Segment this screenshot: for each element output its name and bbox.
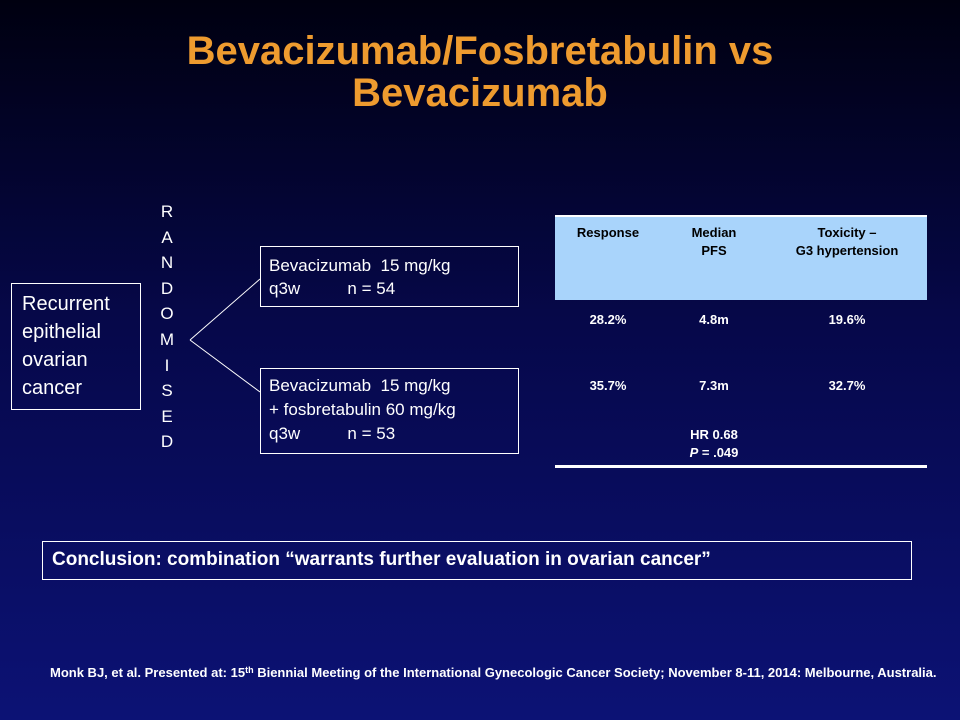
hazard-ratio: HR 0.68 P = .049: [661, 426, 767, 462]
arm-2-line: Bevacizumab 15 mg/kg: [269, 376, 451, 395]
results-table: Response Median PFS Toxicity – G3 hypert…: [555, 215, 927, 468]
conclusion-box: Conclusion: combination “warrants furthe…: [42, 541, 912, 580]
table-bottom-rule: [555, 465, 927, 468]
randomised-letter: R: [160, 202, 174, 221]
header-toxicity: Toxicity – G3 hypertension: [767, 224, 927, 260]
row-1-response: 28.2%: [589, 312, 627, 327]
population-line: ovarian: [22, 349, 88, 371]
row-1-median-pfs: 4.8m: [699, 312, 729, 327]
randomised-letter: D: [160, 432, 174, 452]
row-2-response: 35.7%: [589, 378, 627, 393]
header-median-pfs: Median PFS: [661, 224, 767, 260]
hazard-ratio-line: HR 0.68: [690, 427, 738, 442]
p-value: = .049: [698, 445, 739, 460]
citation: Monk BJ, et al. Presented at: 15th Bienn…: [50, 663, 940, 682]
population-line: cancer: [22, 377, 83, 399]
population-box: Recurrent epithelial ovarian cancer: [11, 283, 141, 410]
arm-1-line: Bevacizumab 15 mg/kg: [269, 256, 451, 275]
header-median-pfs-line: Median: [691, 225, 737, 240]
row-2-median-pfs: 7.3m: [699, 378, 729, 393]
connector-to-arm-1: [189, 278, 261, 341]
randomised-letter: A: [161, 227, 173, 247]
citation-part-2: Biennial Meeting of the International Gy…: [253, 665, 937, 680]
randomised-letter: M: [159, 329, 175, 349]
slide-title-line-1: Bevacizumab/Fosbretabulin vs: [186, 29, 774, 73]
header-toxicity-line: Toxicity –: [817, 225, 877, 240]
population-line: Recurrent: [22, 293, 110, 315]
header-response: Response: [555, 224, 661, 242]
citation-part-1: Monk BJ, et al. Presented at: 15: [50, 665, 246, 680]
randomised-label: R A N D O M I S E D: [156, 199, 178, 455]
randomised-letter: S: [161, 381, 173, 401]
randomised-letter: I: [164, 355, 170, 375]
randomised-letter: N: [160, 253, 174, 273]
table-top-rule: [555, 215, 927, 217]
table-header-row: [555, 217, 927, 300]
randomised-letter: E: [161, 406, 173, 426]
randomised-letter: D: [160, 278, 174, 298]
conclusion-text: Conclusion: combination “warrants furthe…: [52, 549, 711, 570]
row-2-toxicity: 32.7%: [828, 378, 866, 393]
header-response-line: Response: [576, 225, 640, 240]
header-toxicity-line: G3 hypertension: [795, 243, 899, 258]
slide-title-line-2: Bevacizumab: [352, 71, 608, 115]
connector-to-arm-2: [189, 339, 261, 393]
header-median-pfs-line: PFS: [701, 243, 727, 258]
citation-superscript: th: [245, 665, 254, 675]
arm-2-line: + fosbretabulin 60 mg/kg: [269, 400, 456, 419]
p-value-line: P = .049: [661, 444, 767, 462]
arm-2-box: Bevacizumab 15 mg/kg + fosbretabulin 60 …: [260, 368, 519, 454]
arm-2-line: q3w n = 53: [269, 424, 396, 443]
row-1-toxicity: 19.6%: [828, 312, 866, 327]
arm-1-line: q3w n = 54: [269, 279, 396, 298]
population-line: epithelial: [22, 321, 101, 343]
arm-1-box: Bevacizumab 15 mg/kg q3w n = 54: [260, 246, 519, 307]
p-label: P: [689, 445, 699, 460]
randomised-letter: O: [160, 304, 174, 324]
slide-title: Bevacizumab/Fosbretabulin vs Bevacizumab: [40, 30, 920, 114]
